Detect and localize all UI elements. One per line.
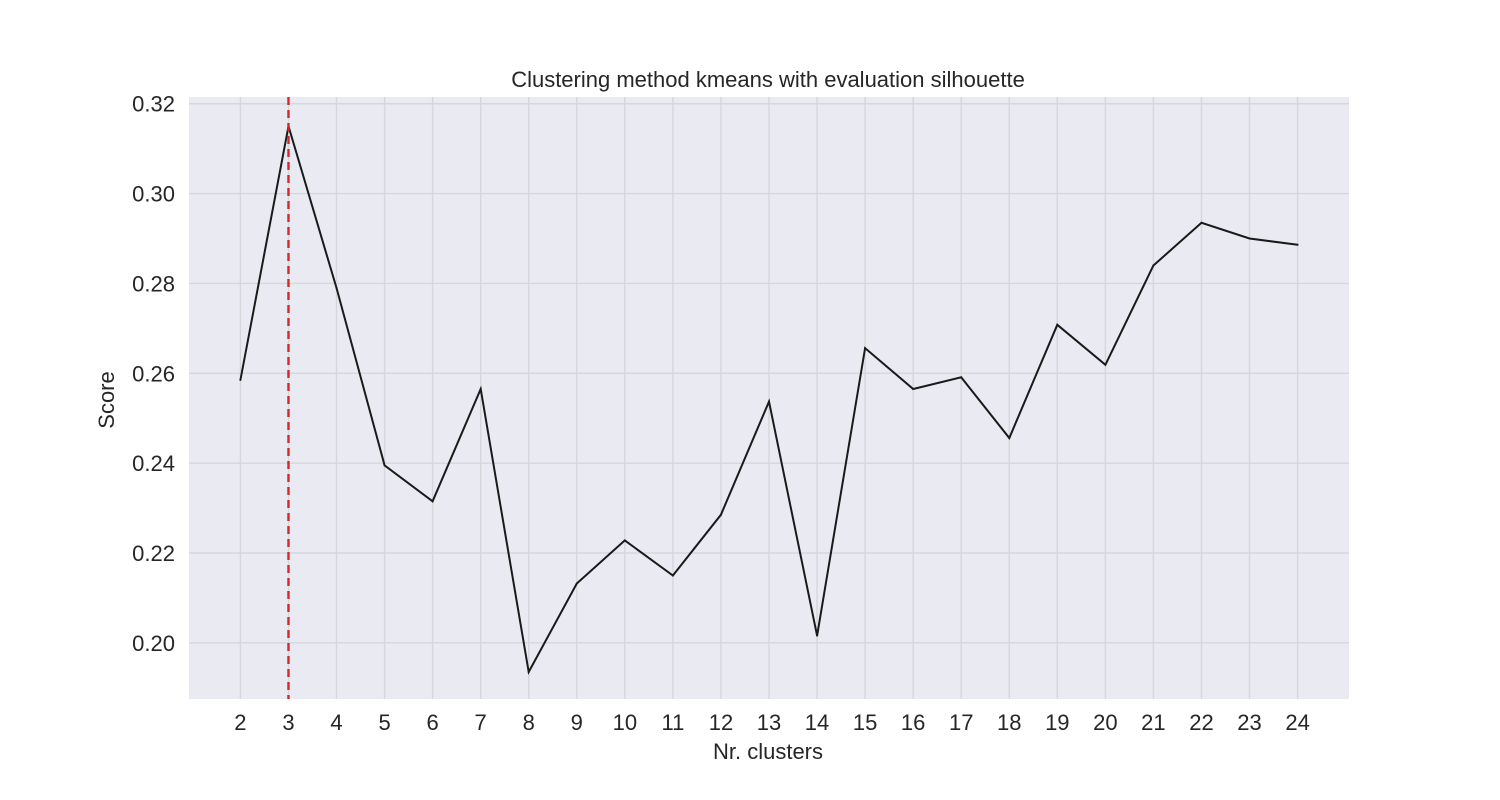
- x-tick-label: 9: [571, 710, 583, 735]
- data-point: [239, 379, 242, 382]
- data-point: [768, 400, 770, 403]
- x-axis-ticks: 2 3 4 5 6 7 8 9 10 11 12 13 14 15 16 17 18 19 20 21 22 23 24: [234, 710, 1310, 735]
- x-tick-label: 7: [475, 710, 487, 735]
- x-tick-label: 17: [949, 710, 973, 735]
- data-point: [1008, 436, 1011, 439]
- x-tick-label: 13: [757, 710, 781, 735]
- data-point: [719, 513, 722, 516]
- data-point: [912, 388, 915, 391]
- y-axis-title: Score: [94, 371, 119, 428]
- data-point: [1104, 363, 1107, 366]
- x-tick-label: 2: [234, 710, 246, 735]
- y-tick-label: 0.26: [132, 361, 175, 386]
- data-point: [816, 634, 819, 637]
- x-tick-label: 16: [901, 710, 925, 735]
- chart-title: Clustering method kmeans with evaluation…: [511, 67, 1025, 92]
- data-point: [1152, 264, 1155, 267]
- x-tick-label: 21: [1141, 710, 1165, 735]
- y-tick-label: 0.30: [132, 182, 175, 207]
- y-tick-label: 0.28: [132, 271, 175, 296]
- y-tick-label: 0.20: [132, 631, 175, 656]
- data-point: [575, 582, 578, 585]
- data-point: [671, 574, 674, 577]
- x-tick-label: 4: [330, 710, 342, 735]
- x-tick-label: 24: [1285, 710, 1309, 735]
- x-tick-label: 15: [853, 710, 877, 735]
- x-tick-label: 10: [613, 710, 637, 735]
- x-tick-label: 8: [523, 710, 535, 735]
- data-point: [1056, 323, 1059, 326]
- y-tick-label: 0.32: [132, 92, 175, 117]
- y-tick-label: 0.24: [132, 451, 175, 476]
- x-tick-label: 3: [282, 710, 294, 735]
- x-tick-label: 20: [1093, 710, 1117, 735]
- x-tick-label: 12: [709, 710, 733, 735]
- x-tick-label: 19: [1045, 710, 1069, 735]
- data-point: [864, 347, 867, 350]
- data-point: [623, 539, 626, 542]
- y-tick-label: 0.22: [132, 541, 175, 566]
- grid-lines: [189, 97, 1349, 699]
- x-tick-label: 18: [997, 710, 1021, 735]
- data-point: [1200, 221, 1203, 224]
- x-tick-label: 5: [378, 710, 390, 735]
- data-point: [1296, 243, 1299, 246]
- data-point: [383, 464, 386, 467]
- x-tick-label: 23: [1237, 710, 1261, 735]
- data-point: [527, 671, 530, 674]
- data-point: [479, 388, 482, 391]
- x-tick-label: 6: [427, 710, 439, 735]
- x-tick-label: 14: [805, 710, 829, 735]
- data-point: [335, 286, 338, 289]
- data-point: [431, 500, 434, 503]
- x-tick-label: 11: [661, 710, 684, 735]
- data-point: [1248, 237, 1251, 240]
- series-group: [239, 125, 1299, 676]
- y-axis-ticks: 0.20 0.22 0.24 0.26 0.28 0.30 0.32: [132, 92, 175, 656]
- x-tick-label: 22: [1189, 710, 1213, 735]
- x-axis-title: Nr. clusters: [713, 739, 823, 764]
- data-point: [960, 376, 963, 379]
